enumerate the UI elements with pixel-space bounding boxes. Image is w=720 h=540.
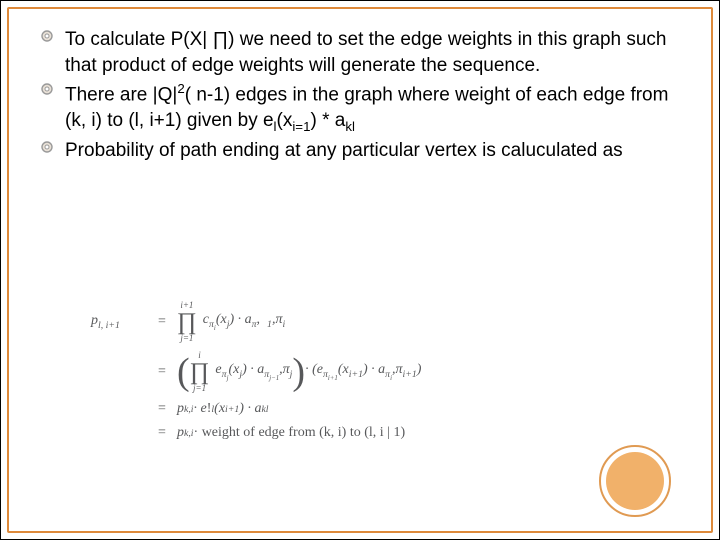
t: j−1 [269, 375, 279, 382]
circle-inner [606, 452, 664, 510]
eq1-lhs-a: p [91, 313, 98, 328]
bullet-donut-icon [41, 83, 53, 95]
t: (x [228, 362, 239, 377]
t: πi+1 [323, 369, 338, 380]
t: ) · a [229, 312, 251, 327]
equals-sign: = [147, 314, 177, 330]
eq1-rhs: i+1 ∏ j=1 cπi(xj) · aπ, 1,πi [177, 301, 285, 343]
t: ) · a [242, 362, 264, 377]
corner-circle-decoration [599, 445, 671, 517]
bullet-item-2: There are |Q|2( n-1) edges in the graph … [41, 80, 669, 136]
t: (x [216, 312, 227, 327]
equation-row-3: = pk,i · e!l(xi+1) · akl [91, 401, 591, 417]
t: ,π [392, 362, 403, 377]
equation-row-2: = ( i ∏ j=1 eπj(xj) · aπj−1,πj ) · (eπi+… [91, 351, 591, 393]
eq4-rhs: pk,i · weight of edge from (k, i) to (l,… [177, 425, 405, 441]
t: i+1 [328, 375, 338, 382]
t: ) · a [239, 401, 261, 417]
bullet-donut-icon [41, 141, 53, 153]
t: · e [194, 401, 207, 417]
t: ) [417, 362, 422, 377]
t: p [177, 401, 184, 417]
pi-product-icon: ∏ [190, 360, 210, 384]
t: πi [385, 369, 392, 380]
bullet-1-pre: To calculate P(X| [65, 29, 213, 50]
eq1-lhs-sub: l, i+1 [98, 320, 120, 331]
t: · (e [305, 362, 323, 377]
equation-row-1: pl, i+1 = i+1 ∏ j=1 cπi(xj) · aπ, 1,πi [91, 301, 591, 343]
t: i [282, 319, 285, 330]
eq1-lhs: pl, i+1 [91, 313, 147, 331]
t: πi [209, 319, 216, 330]
equals-sign: = [147, 401, 177, 417]
eq2-outer: · (eπi+1(xi+1) · aπi,πi+1) [305, 362, 421, 382]
t: i+1 [225, 404, 239, 415]
bullet-2-sup: 2 [177, 81, 184, 96]
t: i+1 [349, 369, 363, 380]
product-operator: i ∏ j=1 [190, 351, 210, 393]
product-symbol: ∏ [213, 29, 229, 50]
eq3-rhs: pk,i · e!l(xi+1) · akl [177, 401, 269, 417]
prod-lower: j=1 [180, 334, 193, 343]
eq2-inner: eπj(xj) · aπj−1,πj [215, 362, 292, 382]
t: kl [261, 404, 268, 415]
bullet-2-a: There are |Q| [65, 85, 177, 106]
bullet-donut-icon [41, 30, 53, 42]
bullet-item-1: To calculate P(X| ∏) we need to set the … [41, 27, 669, 78]
bullet-item-3: Probability of path ending at any partic… [41, 138, 669, 164]
t: ,π [272, 312, 283, 327]
bullet-2-c: (x [277, 110, 293, 131]
eq2-rhs: ( i ∏ j=1 eπj(xj) · aπj−1,πj ) · (eπi+1(… [177, 351, 421, 393]
slide: To calculate P(X| ∏) we need to set the … [0, 0, 720, 540]
eq1-body: cπi(xj) · aπ, 1,πi [203, 312, 285, 332]
paren-group: ( i ∏ j=1 eπj(xj) · aπj−1,πj ) [177, 351, 305, 393]
t: p [177, 425, 184, 441]
pi-product-icon: ∏ [177, 310, 197, 334]
paren-right-icon: ) [292, 359, 305, 386]
content-area: To calculate P(X| ∏) we need to set the … [41, 27, 669, 166]
t: · weight of edge from (k, i) to (l, i | … [194, 425, 406, 441]
paren-left-icon: ( [177, 359, 190, 386]
bullet-2-sub2: i=1 [292, 119, 310, 134]
product-operator: i+1 ∏ j=1 [177, 301, 197, 343]
bullet-3-text: Probability of path ending at any partic… [65, 140, 623, 161]
equals-sign: = [147, 425, 177, 441]
t: k,i [184, 404, 194, 415]
t: k,i [184, 428, 194, 439]
t: (x [338, 362, 349, 377]
t: , [257, 312, 261, 327]
t: πj−1 [264, 369, 279, 380]
equation-block: pl, i+1 = i+1 ∏ j=1 cπi(xj) · aπ, 1,πi =… [91, 301, 591, 449]
equals-sign: = [147, 364, 177, 380]
bullet-list: To calculate P(X| ∏) we need to set the … [41, 27, 669, 164]
t: ) · a [363, 362, 385, 377]
t: (x [214, 401, 225, 417]
equation-row-4: = pk,i · weight of edge from (k, i) to (… [91, 425, 591, 441]
t: ,π [279, 362, 290, 377]
t: i+1 [402, 369, 416, 380]
bullet-2-d: ) * a [310, 110, 345, 131]
bullet-2-sub3: kl [345, 119, 355, 134]
prod-lower: j=1 [193, 384, 206, 393]
